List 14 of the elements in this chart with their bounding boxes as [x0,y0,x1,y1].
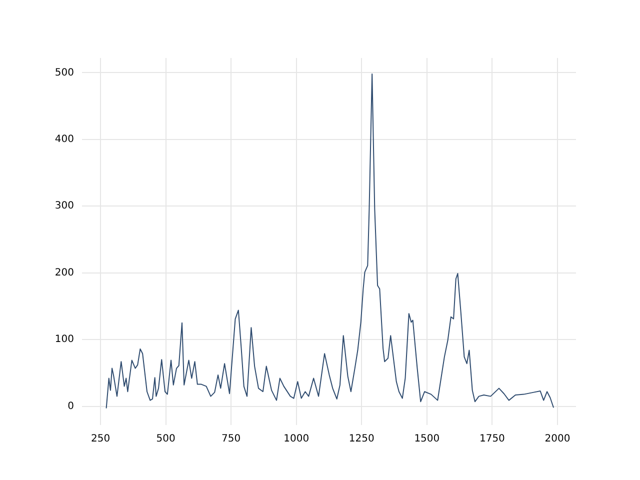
x-tick-label: 1750 [479,434,505,445]
y-tick-label: 200 [54,267,74,278]
y-tick-label: 400 [54,134,74,145]
x-tick-label: 750 [222,434,241,445]
x-tick-label: 250 [90,434,110,445]
y-tick-label: 300 [54,200,74,212]
y-tick-label: 0 [68,400,74,412]
x-tick-label: 500 [156,434,176,445]
x-tick-label: 1250 [348,434,374,445]
y-tick-label: 100 [54,334,74,346]
y-tick-label: 500 [54,67,74,78]
x-tick-label: 1500 [414,434,440,445]
x-tick-label: 2000 [544,434,570,445]
x-tick-label: 1000 [284,434,310,445]
